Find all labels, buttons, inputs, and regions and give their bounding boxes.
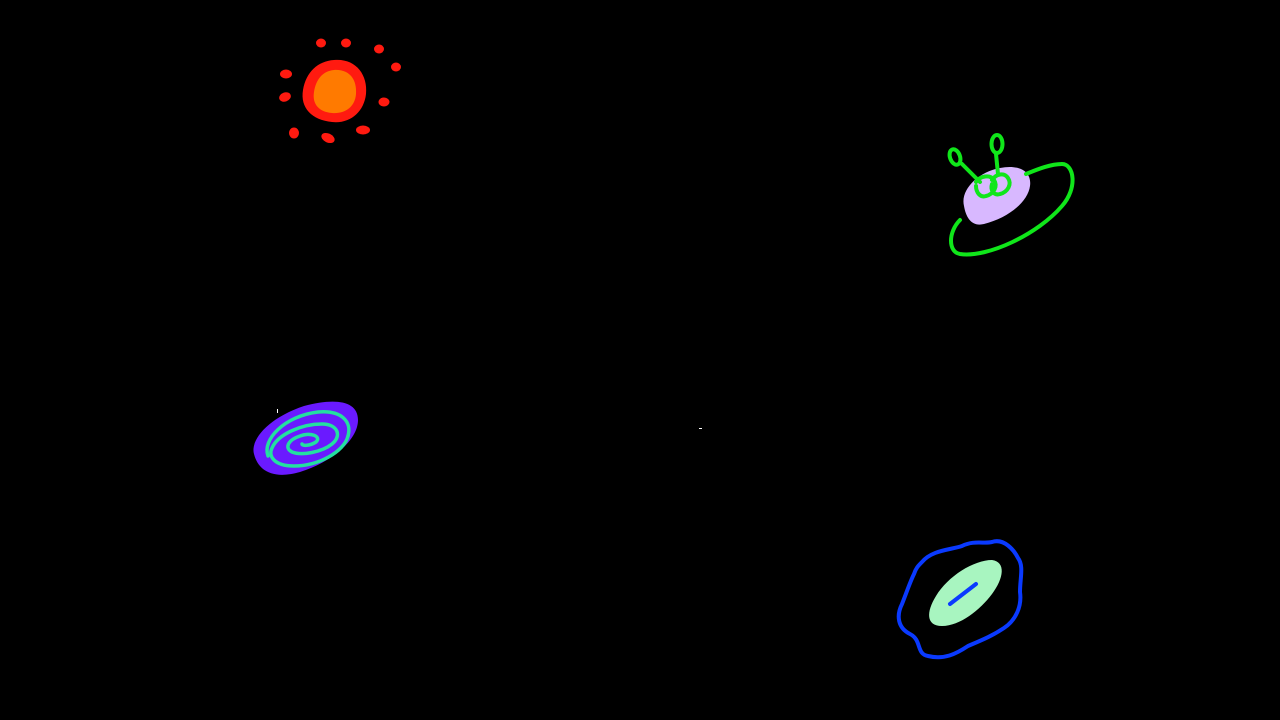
sun-icon[interactable] — [270, 32, 410, 148]
ufo-alien-icon[interactable] — [938, 128, 1080, 262]
star-speck — [699, 428, 702, 429]
spiral-galaxy-icon[interactable] — [248, 396, 362, 482]
star-speck — [277, 409, 278, 413]
amoeba-cell-icon[interactable] — [892, 536, 1028, 664]
